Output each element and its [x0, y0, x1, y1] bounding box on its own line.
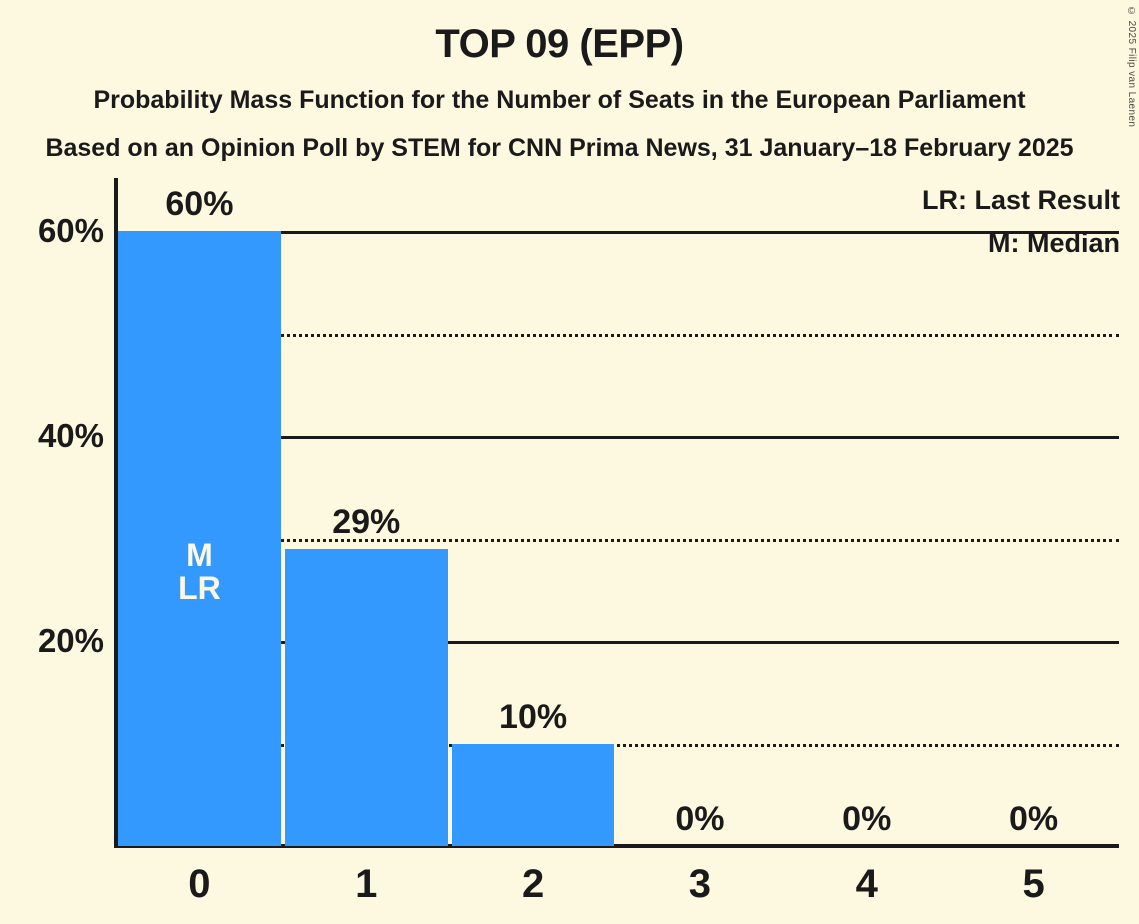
bar-value-label: 0% [675, 800, 725, 838]
bar-value-label: 0% [842, 800, 892, 838]
chart-source-note: Based on an Opinion Poll by STEM for CNN… [45, 134, 1074, 162]
x-tick-label: 4 [855, 862, 878, 906]
y-tick-label: 40% [37, 417, 104, 455]
bar [284, 548, 448, 846]
last-result-marker: LR [178, 570, 221, 607]
y-axis-line [114, 178, 118, 848]
gridline-10 [118, 743, 1119, 747]
x-tick-label: 3 [688, 862, 712, 906]
gridline-50 [118, 333, 1119, 337]
gridline-60 [118, 231, 1119, 235]
bar [451, 743, 615, 846]
bar-value-label: 0% [1009, 800, 1059, 838]
gridline-40 [118, 436, 1119, 440]
median-marker: M [186, 536, 213, 573]
bar-value-label: 29% [332, 502, 401, 541]
x-tick-label: 2 [521, 862, 545, 906]
x-tick-label: 5 [1022, 862, 1045, 906]
x-tick-label: 1 [355, 862, 378, 906]
bar: M LR [118, 231, 281, 846]
x-tick-label: 0 [188, 862, 211, 906]
gridline-30 [118, 538, 1119, 542]
chart-subtitle: Probability Mass Function for the Number… [93, 86, 1026, 114]
bar-value-label: 60% [165, 185, 234, 224]
copyright-notice: © 2025 Filip van Laenen [1126, 6, 1137, 128]
legend-last-result: LR: Last Result [921, 185, 1120, 215]
page-title: TOP 09 (EPP) [435, 22, 684, 66]
plot-area: M LR 60% 29% 10% 0% 0% 0% [118, 180, 1119, 846]
x-axis-line [114, 844, 1119, 848]
bar-marker-labels: M LR [118, 536, 281, 607]
gridline-20 [118, 641, 1119, 645]
bar-value-label: 10% [499, 697, 568, 736]
y-tick-label: 60% [37, 212, 104, 250]
y-tick-label: 20% [37, 622, 104, 660]
